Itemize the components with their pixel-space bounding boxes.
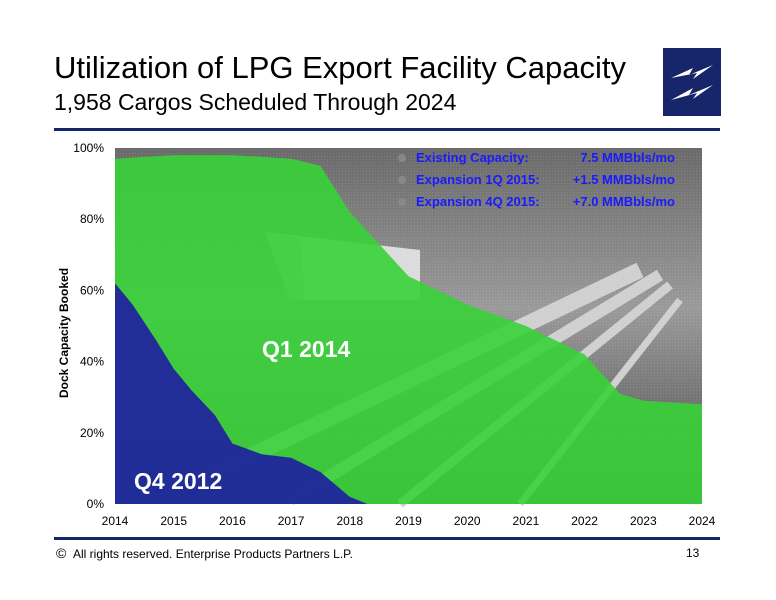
x-tick-label: 2023	[630, 514, 657, 528]
legend-item-expansion-4q: Expansion 4Q 2015: +7.0 MMBbls/mo	[398, 194, 675, 209]
area-series-q1-2014	[115, 155, 702, 504]
y-tick-label: 100%	[73, 141, 104, 155]
header-rule	[54, 128, 720, 131]
page-title: Utilization of LPG Export Facility Capac…	[54, 50, 626, 85]
footer-text: All rights reserved. Enterprise Products…	[73, 547, 353, 561]
y-tick-label: 60%	[80, 283, 104, 297]
legend-label: Expansion 1Q 2015:	[416, 172, 540, 187]
chart-legend: Existing Capacity: 7.5 MMBbls/mo Expansi…	[398, 150, 675, 209]
legend-label: Existing Capacity:	[416, 150, 529, 165]
x-tick-label: 2022	[571, 514, 598, 528]
y-axis-label: Dock Capacity Booked	[57, 268, 71, 398]
y-tick-label: 80%	[80, 212, 104, 226]
x-tick-label: 2021	[513, 514, 540, 528]
x-tick-label: 2024	[689, 514, 716, 528]
legend-label: Expansion 4Q 2015:	[416, 194, 540, 209]
company-logo	[663, 48, 721, 116]
y-tick-label: 20%	[80, 426, 104, 440]
footer: © All rights reserved. Enterprise Produc…	[56, 545, 353, 561]
x-tick-label: 2016	[219, 514, 246, 528]
lightning-bolts-icon	[671, 65, 713, 100]
legend-bullet-icon	[398, 198, 406, 206]
legend-bullet-icon	[398, 176, 406, 184]
area-series-q4-2012	[115, 283, 368, 504]
legend-value: +7.0 MMBbls/mo	[573, 194, 675, 209]
y-tick-label: 0%	[87, 497, 105, 511]
x-tick-label: 2017	[278, 514, 305, 528]
x-tick-label: 2015	[160, 514, 187, 528]
x-tick-label: 2018	[336, 514, 363, 528]
y-tick-label: 40%	[80, 355, 104, 369]
x-tick-label: 2014	[102, 514, 129, 528]
legend-value: 7.5 MMBbls/mo	[580, 150, 675, 165]
legend-item-existing: Existing Capacity: 7.5 MMBbls/mo	[398, 150, 675, 165]
legend-item-expansion-1q: Expansion 1Q 2015: +1.5 MMBbls/mo	[398, 172, 675, 187]
page-subtitle: 1,958 Cargos Scheduled Through 2024	[54, 89, 457, 115]
page-number: 13	[686, 546, 700, 560]
x-tick-label: 2019	[395, 514, 422, 528]
annotation-q4-2012: Q4 2012	[134, 468, 222, 494]
annotation-q1-2014: Q1 2014	[262, 336, 350, 362]
footer-rule	[54, 537, 720, 540]
copyright-icon: ©	[56, 545, 67, 561]
legend-value: +1.5 MMBbls/mo	[573, 172, 675, 187]
legend-bullet-icon	[398, 154, 406, 162]
x-tick-label: 2020	[454, 514, 481, 528]
